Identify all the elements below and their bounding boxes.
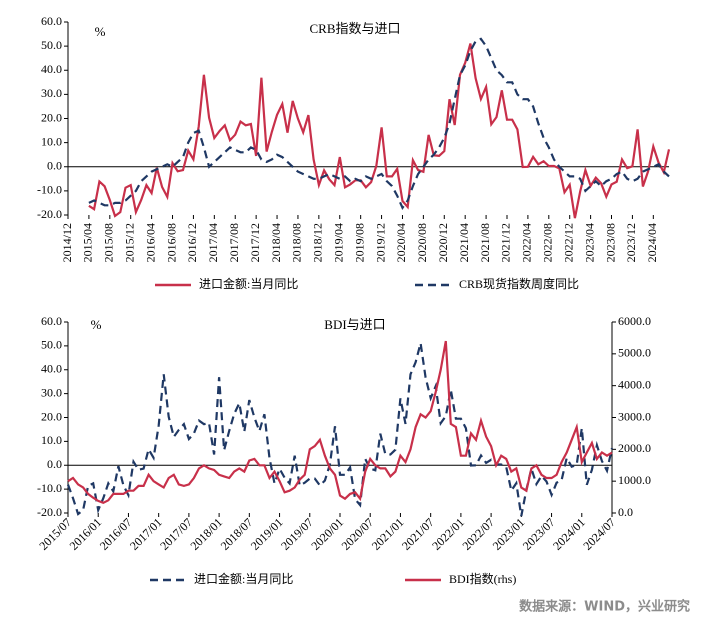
y-tick-label: 0.0 bbox=[47, 457, 62, 471]
x-tick-label: 2024/04 bbox=[645, 223, 659, 262]
y-tick-label: 40.0 bbox=[41, 362, 62, 376]
series-line bbox=[67, 340, 613, 504]
x-tick-label: 2023/04 bbox=[582, 223, 596, 262]
x-tick-label: 2015/08 bbox=[102, 223, 116, 262]
x-tick-label: 2021/01 bbox=[369, 515, 407, 553]
x-tick-label: 2019/08 bbox=[352, 223, 366, 262]
legend-label: 进口金额:当月同比 bbox=[194, 571, 293, 586]
x-tick-label: 2016/01 bbox=[67, 515, 105, 553]
chart-title: BDI与进口 bbox=[324, 317, 385, 332]
x-tick-label: 2016/08 bbox=[164, 223, 178, 262]
y-tick-label: 50.0 bbox=[41, 338, 62, 352]
x-tick-label: 2015/04 bbox=[81, 223, 95, 262]
y2-tick-label: 0.0 bbox=[618, 505, 633, 519]
legend-label: CRB现货指数周度同比 bbox=[459, 276, 579, 291]
x-tick-label: 2021/04 bbox=[457, 223, 471, 262]
x-tick-label: 2023/01 bbox=[490, 515, 528, 553]
y2-tick-label: 3000.0 bbox=[618, 409, 651, 423]
x-tick-label: 2021/08 bbox=[478, 223, 492, 262]
y-tick-label: 60.0 bbox=[41, 314, 62, 328]
y-tick-label: 0.0 bbox=[47, 159, 62, 173]
y-unit: % bbox=[95, 24, 106, 39]
x-tick-label: 2019/01 bbox=[248, 515, 286, 553]
chart-title: CRB指数与进口 bbox=[309, 21, 400, 36]
x-tick-label: 2021/07 bbox=[399, 515, 437, 553]
x-tick-label: 2023/12 bbox=[624, 223, 638, 262]
y2-tick-label: 6000.0 bbox=[618, 314, 651, 328]
x-tick-label: 2018/01 bbox=[187, 515, 225, 553]
x-tick-label: 2016/12 bbox=[185, 223, 199, 262]
x-tick-label: 2015/07 bbox=[36, 515, 74, 553]
y-tick-label: -10.0 bbox=[37, 481, 62, 495]
series-line bbox=[88, 37, 670, 211]
y-tick-label: 30.0 bbox=[41, 385, 62, 399]
source-note: 数据来源：WIND，兴业研究 bbox=[519, 599, 690, 615]
y-tick-label: 20.0 bbox=[41, 409, 62, 423]
x-tick-label: 2020/04 bbox=[394, 223, 408, 262]
x-tick-label: 2019/12 bbox=[373, 223, 387, 262]
y-tick-label: -20.0 bbox=[37, 505, 62, 519]
series-line bbox=[88, 43, 671, 219]
x-tick-label: 2017/01 bbox=[127, 515, 165, 553]
y-tick-label: 10.0 bbox=[41, 134, 62, 148]
x-tick-label: 2024/01 bbox=[550, 515, 588, 553]
y2-tick-label: 4000.0 bbox=[618, 377, 651, 391]
y-tick-label: 20.0 bbox=[41, 110, 62, 124]
x-tick-label: 2020/01 bbox=[308, 515, 346, 553]
x-tick-label: 2017/12 bbox=[248, 223, 262, 262]
x-tick-label: 2017/04 bbox=[206, 223, 220, 262]
x-tick-label: 2023/08 bbox=[603, 223, 617, 262]
x-tick-label: 2018/12 bbox=[311, 223, 325, 262]
x-tick-label: 2016/04 bbox=[143, 223, 157, 262]
x-tick-label: 2019/04 bbox=[332, 223, 346, 262]
y-tick-label: 50.0 bbox=[41, 38, 62, 52]
x-tick-label: 2022/04 bbox=[520, 223, 534, 262]
x-tick-label: 2022/01 bbox=[429, 515, 467, 553]
series-line bbox=[66, 342, 614, 517]
legend-label: 进口金额:当月同比 bbox=[199, 276, 298, 291]
x-tick-label: 2018/07 bbox=[218, 515, 256, 553]
y-tick-label: 60.0 bbox=[41, 14, 62, 28]
x-tick-label: 2018/04 bbox=[269, 223, 283, 262]
x-tick-label: 2019/07 bbox=[278, 515, 316, 553]
y-tick-label: 10.0 bbox=[41, 433, 62, 447]
x-tick-label: 2014/12 bbox=[60, 223, 74, 262]
y-unit: % bbox=[91, 317, 102, 332]
x-tick-label: 2023/07 bbox=[520, 515, 558, 553]
x-tick-label: 2021/12 bbox=[499, 223, 513, 262]
x-tick-label: 2022/12 bbox=[561, 223, 575, 262]
x-tick-label: 2017/08 bbox=[227, 223, 241, 262]
y2-tick-label: 1000.0 bbox=[618, 473, 651, 487]
x-tick-label: 2017/07 bbox=[157, 515, 195, 553]
legend-label: BDI指数(rhs) bbox=[449, 571, 516, 586]
x-tick-label: 2022/07 bbox=[459, 515, 497, 553]
x-tick-label: 2018/08 bbox=[290, 223, 304, 262]
y2-tick-label: 5000.0 bbox=[618, 346, 651, 360]
y-tick-label: 40.0 bbox=[41, 62, 62, 76]
y-tick-label: 30.0 bbox=[41, 86, 62, 100]
y-tick-label: -20.0 bbox=[37, 207, 62, 221]
x-tick-label: 2024/07 bbox=[580, 515, 618, 553]
x-tick-label: 2020/07 bbox=[339, 515, 377, 553]
y2-tick-label: 2000.0 bbox=[618, 441, 651, 455]
x-tick-label: 2015/12 bbox=[122, 223, 136, 262]
x-tick-label: 2022/08 bbox=[541, 223, 555, 262]
y-tick-label: -10.0 bbox=[37, 183, 62, 197]
x-tick-label: 2020/12 bbox=[436, 223, 450, 262]
x-tick-label: 2016/07 bbox=[97, 515, 135, 553]
x-tick-label: 2020/08 bbox=[415, 223, 429, 262]
